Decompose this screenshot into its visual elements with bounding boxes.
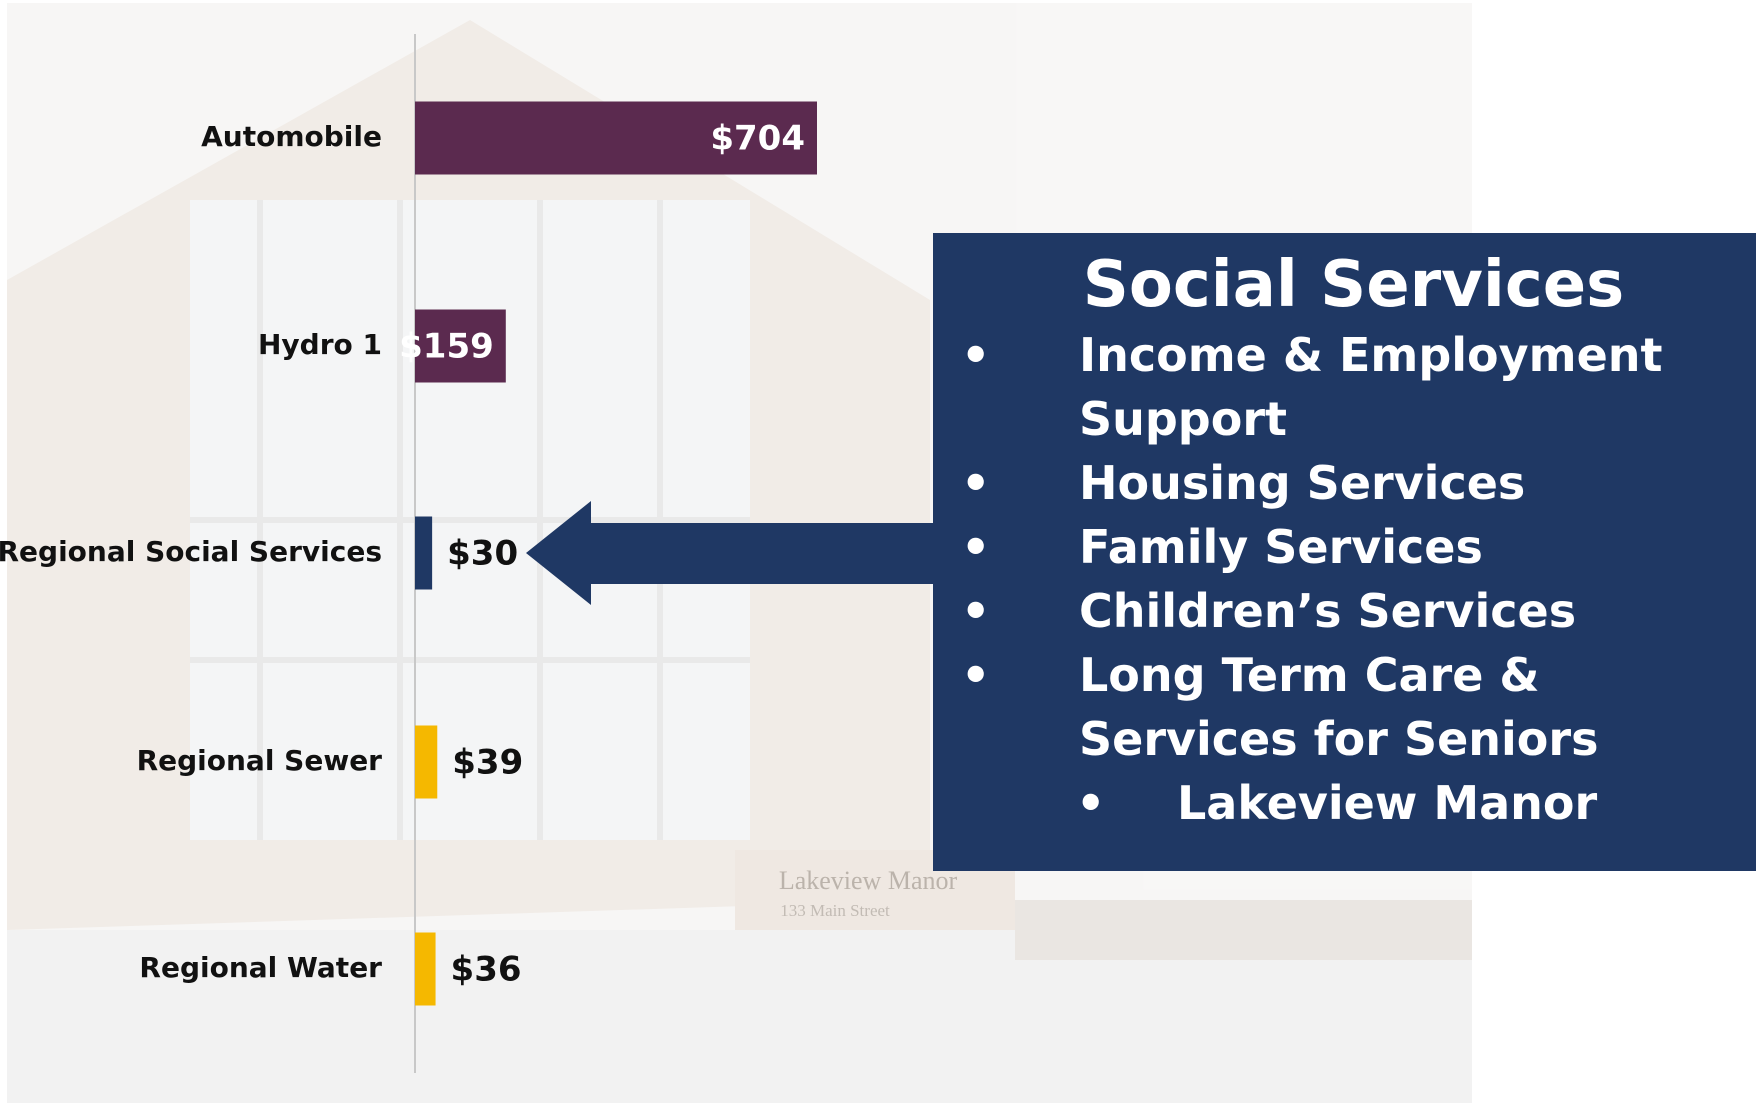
category-label: Regional Sewer [137, 744, 383, 777]
sign-text: Lakeview Manor [779, 866, 958, 895]
callout-item: Housing Services [961, 451, 1756, 515]
callout-box: Social Services Income & Employment Supp… [933, 233, 1756, 871]
value-label: $36 [451, 950, 522, 990]
category-label: Regional Water [139, 951, 382, 984]
callout-list: Income & Employment SupportHousing Servi… [961, 323, 1746, 835]
callout-item: Income & Employment Support [961, 323, 1756, 451]
callout-arrow [526, 501, 935, 605]
callout-item: Family Services [961, 515, 1756, 579]
callout-item: Long Term Care & Services for Seniors [961, 643, 1756, 771]
callout-item: Children’s Services [961, 579, 1756, 643]
bar [415, 516, 433, 590]
category-label: Hydro 1 [258, 328, 382, 361]
bar [415, 309, 506, 383]
value-label: $30 [447, 534, 518, 574]
bar [415, 932, 436, 1006]
callout-title: Social Services [1082, 248, 1625, 322]
value-label: $39 [452, 743, 523, 783]
value-label: $159 [399, 327, 494, 367]
callout-item: Lakeview Manor [961, 771, 1756, 835]
sign-text: 133 Main Street [780, 901, 890, 920]
bar [415, 101, 817, 175]
bar [415, 725, 438, 799]
category-label: Regional Social Services [0, 535, 382, 568]
value-label: $704 [710, 119, 805, 159]
category-label: Automobile [201, 120, 382, 153]
